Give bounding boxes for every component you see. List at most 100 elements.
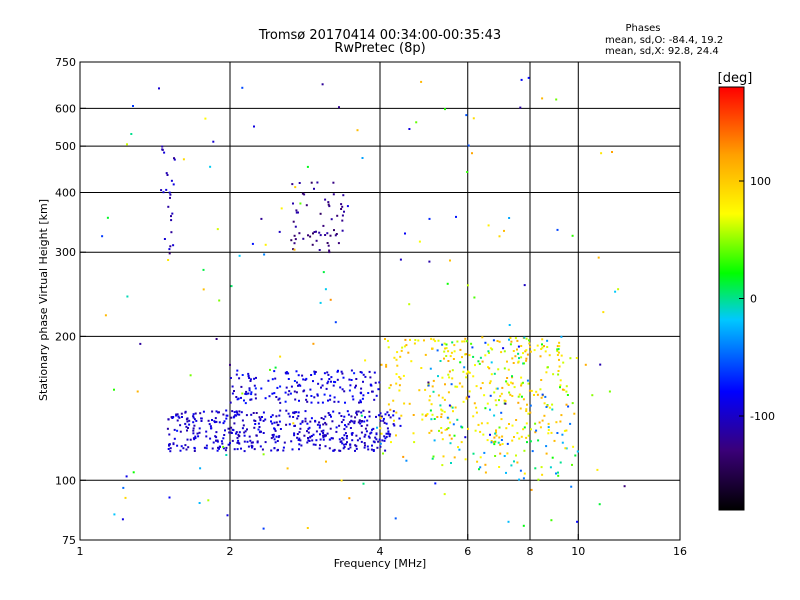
scatter-point [545, 371, 548, 374]
scatter-point [570, 485, 573, 488]
scatter-point [344, 432, 347, 435]
scatter-point [322, 224, 325, 227]
scatter-point [487, 350, 490, 353]
scatter-point [533, 349, 536, 352]
scatter-point [430, 337, 433, 340]
scatter-point [212, 441, 215, 444]
scatter-point [222, 437, 225, 440]
scatter-point [544, 395, 547, 398]
scatter-point [312, 232, 314, 235]
scatter-point [179, 449, 182, 452]
scatter-point [506, 360, 508, 363]
scatter-point [535, 390, 538, 393]
scatter-point [184, 444, 187, 447]
scatter-point [254, 397, 257, 400]
scatter-point [540, 396, 543, 399]
scatter-point [335, 426, 338, 429]
scatter-point [557, 471, 559, 474]
scatter-point [329, 298, 332, 301]
scatter-point [341, 205, 344, 208]
scatter-point [255, 434, 258, 437]
scatter-point [436, 416, 439, 418]
scatter-point [461, 426, 464, 429]
scatter-point [310, 395, 313, 397]
scatter-point [262, 411, 265, 414]
scatter-point [527, 412, 530, 415]
scatter-point [285, 423, 288, 426]
scatter-point [241, 392, 244, 395]
scatter-point [332, 410, 335, 413]
scatter-point [327, 373, 330, 376]
scatter-point [285, 409, 288, 412]
scatter-point [523, 449, 526, 452]
scatter-point [316, 394, 319, 397]
scatter-point [343, 210, 345, 213]
scatter-point [271, 434, 274, 436]
scatter-point [316, 393, 319, 396]
scatter-point [531, 450, 534, 453]
scatter-point [487, 343, 490, 346]
scatter-point [282, 446, 285, 449]
scatter-point [403, 402, 406, 405]
scatter-point [530, 389, 533, 392]
scatter-point [518, 393, 521, 396]
scatter-point [332, 384, 335, 387]
scatter-point [330, 415, 332, 418]
scatter-point [608, 390, 611, 393]
scatter-point [319, 433, 321, 436]
scatter-point [202, 268, 205, 271]
scatter-point [302, 237, 305, 240]
scatter-point [509, 343, 512, 346]
scatter-point [481, 360, 484, 363]
scatter-point [186, 438, 189, 441]
scatter-point [136, 390, 139, 393]
scatter-point [161, 145, 164, 148]
scatter-point [445, 347, 448, 350]
scatter-point [544, 350, 547, 353]
scatter-point [475, 411, 478, 414]
scatter-point [271, 392, 274, 395]
scatter-point [244, 392, 247, 395]
scatter-point [253, 377, 256, 380]
scatter-point [233, 422, 236, 425]
scatter-point [508, 217, 511, 219]
scatter-point [332, 181, 335, 184]
scatter-point [375, 415, 377, 418]
scatter-point [339, 386, 342, 389]
scatter-point [235, 432, 237, 435]
scatter-point [440, 413, 443, 416]
scatter-point [275, 435, 278, 438]
scatter-point [298, 232, 301, 235]
scatter-point [243, 450, 246, 453]
scatter-point [441, 376, 444, 379]
scatter-point [293, 425, 296, 427]
scatter-point [346, 435, 348, 437]
scatter-point [445, 355, 448, 357]
scatter-point [438, 429, 440, 432]
scatter-point [353, 372, 356, 375]
scatter-point [188, 423, 191, 426]
scatter-point [175, 414, 178, 417]
scatter-point [517, 401, 520, 404]
scatter-point [344, 424, 346, 427]
scatter-point [222, 447, 225, 450]
scatter-point [412, 414, 415, 416]
scatter-point [202, 410, 205, 413]
scatter-point [511, 376, 514, 379]
scatter-point [294, 238, 297, 241]
scatter-point [602, 311, 605, 314]
scatter-point [413, 342, 416, 345]
scatter-point [444, 108, 446, 111]
scatter-point [322, 432, 325, 434]
scatter-point [510, 340, 513, 343]
scatter-point [504, 400, 507, 403]
scatter-point [431, 347, 433, 350]
scatter-point [543, 402, 546, 405]
scatter-point [229, 363, 231, 366]
scatter-point [488, 352, 490, 354]
scatter-point [427, 381, 430, 384]
scatter-point [270, 415, 273, 418]
scatter-point [408, 128, 411, 130]
scatter-point [402, 455, 405, 458]
scatter-point [298, 182, 301, 184]
